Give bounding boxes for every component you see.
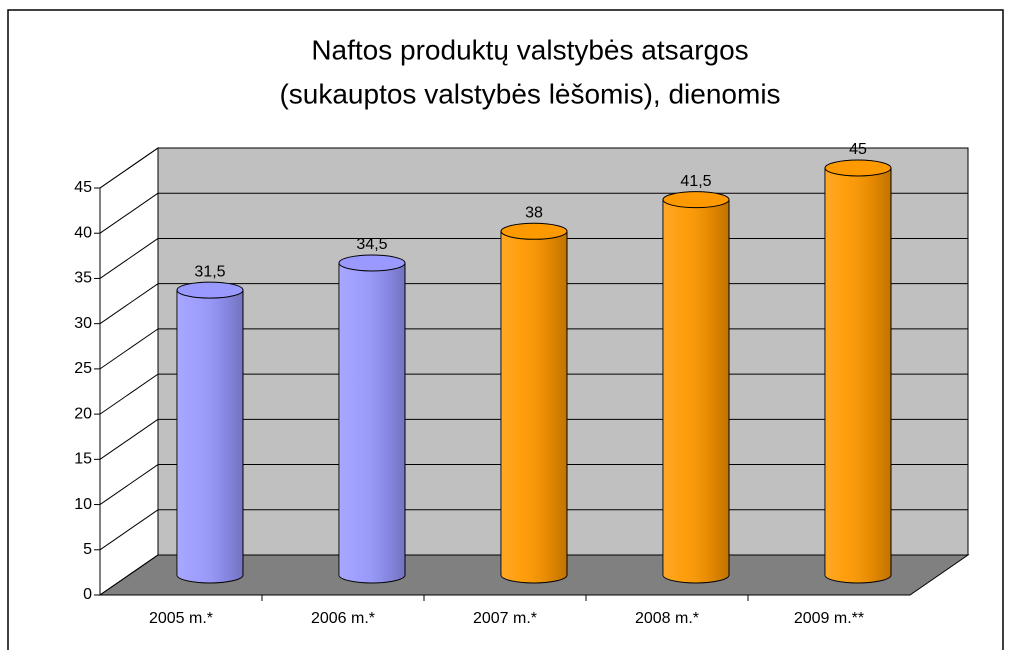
y-tick-label: 10 xyxy=(74,496,92,513)
bar-top xyxy=(338,254,406,272)
bar-shade xyxy=(501,231,567,583)
grid-line xyxy=(99,328,159,370)
y-tick-label: 20 xyxy=(74,405,92,422)
x-tick-label: 2005 m.* xyxy=(149,610,213,627)
side-wall xyxy=(99,147,159,596)
y-tick-label: 25 xyxy=(74,360,92,377)
value-label: 38 xyxy=(525,205,543,222)
grid-line xyxy=(99,238,159,279)
x-tick-label: 2007 m.* xyxy=(473,610,537,627)
value-label: 41,5 xyxy=(680,173,711,190)
grid-line xyxy=(99,192,159,234)
value-label: 45 xyxy=(849,141,867,158)
bar-shade xyxy=(177,290,243,583)
y-tick-label: 45 xyxy=(74,179,92,196)
chart-title: (sukauptos valstybės lėšomis), dienomis xyxy=(279,78,780,109)
y-tick-label: 5 xyxy=(83,541,92,558)
y-tick-label: 35 xyxy=(74,270,92,287)
bar-top xyxy=(662,191,730,209)
bar-shade xyxy=(663,199,729,583)
value-label: 31,5 xyxy=(194,263,225,280)
x-tick-label: 2006 m.* xyxy=(311,610,375,627)
bar-top xyxy=(176,281,244,299)
y-tick-label: 40 xyxy=(74,224,92,241)
grid-line xyxy=(99,554,159,596)
bar-top xyxy=(824,159,892,177)
y-tick-label: 30 xyxy=(74,315,92,332)
y-tick-label: 15 xyxy=(74,451,92,468)
bar-shade xyxy=(339,262,405,583)
grid-line xyxy=(99,147,159,189)
bar-top xyxy=(500,222,568,240)
chart-title: Naftos produktų valstybės atsargos xyxy=(311,34,748,65)
grid-line xyxy=(99,373,159,415)
y-tick-label: 0 xyxy=(83,586,92,603)
grid-line xyxy=(99,418,159,460)
grid-line xyxy=(99,509,159,551)
grid-line xyxy=(99,464,159,505)
value-label: 34,5 xyxy=(356,236,387,253)
bar-shade xyxy=(825,168,891,583)
x-tick-label: 2009 m.** xyxy=(794,610,864,627)
x-tick-label: 2008 m.* xyxy=(635,610,699,627)
grid-line xyxy=(99,283,159,325)
